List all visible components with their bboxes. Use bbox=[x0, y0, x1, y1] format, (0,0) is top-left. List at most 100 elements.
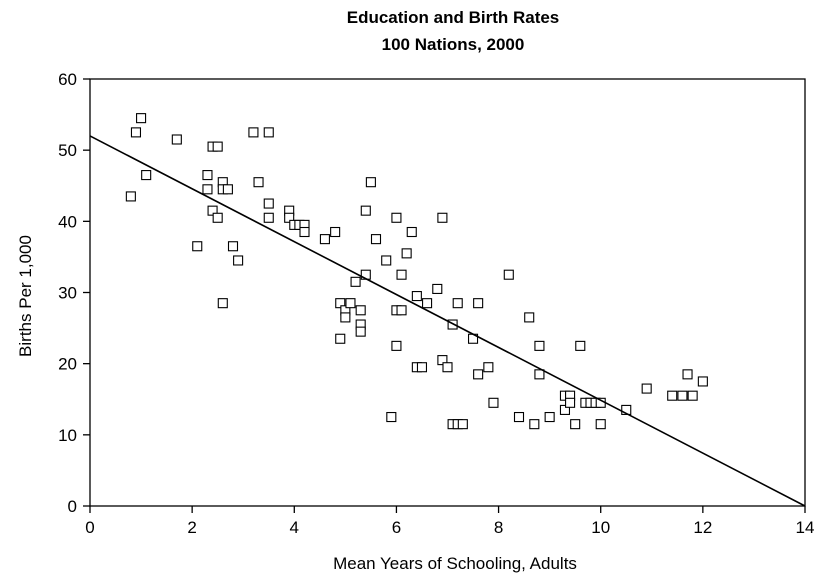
data-point bbox=[534, 340, 545, 351]
data-point bbox=[396, 305, 407, 316]
data-point bbox=[641, 383, 652, 394]
x-tick-label: 4 bbox=[290, 518, 299, 537]
data-point bbox=[391, 212, 402, 223]
data-point bbox=[233, 255, 244, 266]
data-point bbox=[263, 198, 274, 209]
data-point bbox=[192, 241, 203, 252]
y-tick-label: 20 bbox=[58, 355, 77, 374]
regression-line bbox=[89, 135, 806, 507]
data-point bbox=[565, 397, 576, 408]
data-point bbox=[335, 333, 346, 344]
data-point bbox=[217, 298, 228, 309]
data-point bbox=[682, 369, 693, 380]
data-point bbox=[212, 141, 223, 152]
y-axis-label: Births Per 1,000 bbox=[16, 235, 35, 357]
data-point bbox=[370, 234, 382, 245]
data-point bbox=[437, 212, 448, 223]
data-point bbox=[222, 184, 233, 195]
data-point bbox=[411, 291, 422, 302]
data-point bbox=[350, 276, 361, 287]
data-point bbox=[391, 340, 402, 351]
x-tick-label: 2 bbox=[187, 518, 196, 537]
data-point bbox=[171, 134, 182, 145]
x-tick-label: 0 bbox=[85, 518, 94, 537]
data-points bbox=[125, 113, 708, 430]
data-point bbox=[570, 419, 581, 430]
data-point bbox=[212, 212, 223, 223]
data-point bbox=[559, 404, 571, 415]
data-point bbox=[299, 226, 310, 238]
data-point bbox=[355, 305, 366, 316]
data-point bbox=[130, 127, 142, 138]
data-point bbox=[365, 177, 376, 188]
x-tick-label: 8 bbox=[494, 518, 503, 537]
data-point bbox=[227, 241, 239, 252]
data-point bbox=[697, 376, 708, 387]
x-tick-label: 10 bbox=[591, 518, 610, 537]
data-point bbox=[360, 205, 371, 216]
data-point bbox=[202, 184, 213, 195]
data-point bbox=[529, 419, 540, 430]
data-point bbox=[207, 205, 218, 216]
data-point bbox=[544, 411, 555, 423]
data-point bbox=[253, 177, 264, 188]
data-point bbox=[340, 312, 351, 323]
data-point bbox=[335, 298, 346, 309]
y-tick-label: 10 bbox=[58, 426, 77, 445]
chart-title: Education and Birth Rates bbox=[347, 8, 560, 27]
y-axis-ticks: 0 10 20 30 40 50 60 bbox=[58, 70, 90, 516]
y-tick-label: 50 bbox=[58, 141, 77, 160]
data-point bbox=[595, 419, 606, 430]
data-point bbox=[457, 419, 468, 430]
data-point bbox=[473, 369, 484, 380]
data-point bbox=[524, 312, 535, 323]
x-tick-label: 14 bbox=[796, 518, 815, 537]
data-point bbox=[534, 369, 545, 380]
data-point bbox=[284, 212, 295, 223]
x-tick-label: 6 bbox=[392, 518, 401, 537]
data-point bbox=[401, 248, 412, 259]
data-point bbox=[141, 170, 152, 181]
data-point bbox=[437, 355, 448, 366]
data-point bbox=[452, 298, 463, 309]
y-tick-label: 30 bbox=[58, 284, 77, 303]
x-axis-label: Mean Years of Schooling, Adults bbox=[333, 554, 577, 573]
x-tick-label: 12 bbox=[693, 518, 712, 537]
data-point bbox=[503, 269, 514, 280]
data-point bbox=[381, 255, 392, 266]
data-point bbox=[319, 234, 330, 245]
data-point bbox=[202, 170, 213, 181]
y-tick-label: 0 bbox=[68, 497, 77, 516]
data-point bbox=[432, 283, 443, 294]
data-point bbox=[677, 390, 688, 401]
chart-subtitle: 100 Nations, 2000 bbox=[382, 35, 525, 54]
x-axis-ticks: 0 2 4 6 8 10 12 14 bbox=[85, 506, 814, 537]
data-point bbox=[483, 362, 494, 373]
data-point bbox=[575, 340, 586, 351]
data-point bbox=[687, 390, 698, 401]
data-point bbox=[621, 404, 632, 415]
y-tick-label: 60 bbox=[58, 70, 77, 89]
data-point bbox=[513, 411, 525, 423]
data-point bbox=[442, 362, 453, 373]
data-point bbox=[248, 127, 259, 138]
data-point bbox=[473, 298, 484, 309]
data-point bbox=[345, 298, 356, 309]
data-point bbox=[136, 113, 147, 124]
data-point bbox=[386, 411, 397, 423]
y-tick-label: 40 bbox=[58, 212, 77, 231]
data-point bbox=[406, 226, 417, 238]
data-point bbox=[125, 191, 136, 202]
data-point bbox=[396, 269, 407, 280]
data-point bbox=[330, 226, 341, 238]
data-point bbox=[422, 298, 433, 309]
data-point bbox=[447, 319, 458, 330]
plot-area bbox=[89, 78, 806, 507]
data-point bbox=[355, 326, 366, 337]
data-point bbox=[263, 127, 274, 138]
data-point bbox=[667, 390, 678, 401]
data-point bbox=[488, 397, 499, 408]
data-point bbox=[416, 362, 428, 373]
data-point bbox=[263, 212, 274, 223]
